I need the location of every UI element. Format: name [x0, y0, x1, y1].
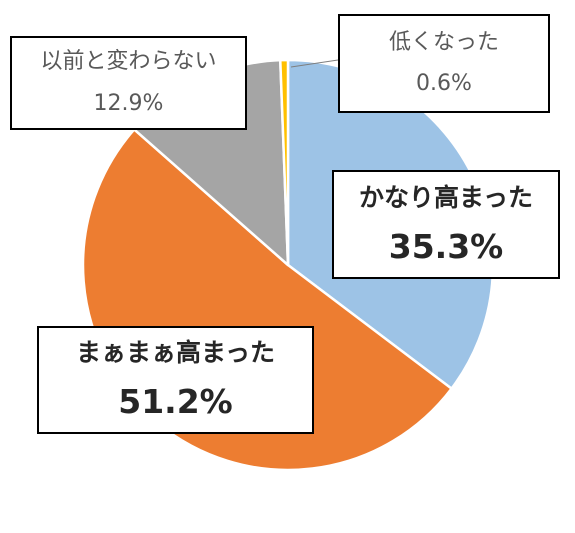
- slice-value-somewhat-increased: 51.2%: [118, 382, 233, 422]
- slice-label-somewhat-increased: まぁまぁ高まった: [75, 338, 275, 368]
- slice-label-unchanged: 以前と変わらない: [40, 49, 217, 75]
- slice-value-unchanged: 12.9%: [93, 90, 164, 116]
- slice-label-decreased: 低くなった: [388, 29, 499, 55]
- slice-value-greatly-increased: 35.3%: [388, 226, 504, 266]
- data-label-unchanged: 以前と変わらない 12.9%: [10, 36, 247, 130]
- leader-line-decreased: [290, 59, 339, 68]
- data-label-somewhat-increased: まぁまぁ高まった 51.2%: [37, 326, 314, 434]
- pie-slice-decreased: [279, 58, 290, 267]
- data-label-greatly-increased: かなり高まった 35.3%: [332, 170, 560, 279]
- slice-label-greatly-increased: かなり高まった: [358, 182, 533, 212]
- data-label-decreased: 低くなった 0.6%: [338, 14, 550, 113]
- slice-value-decreased: 0.6%: [416, 71, 472, 96]
